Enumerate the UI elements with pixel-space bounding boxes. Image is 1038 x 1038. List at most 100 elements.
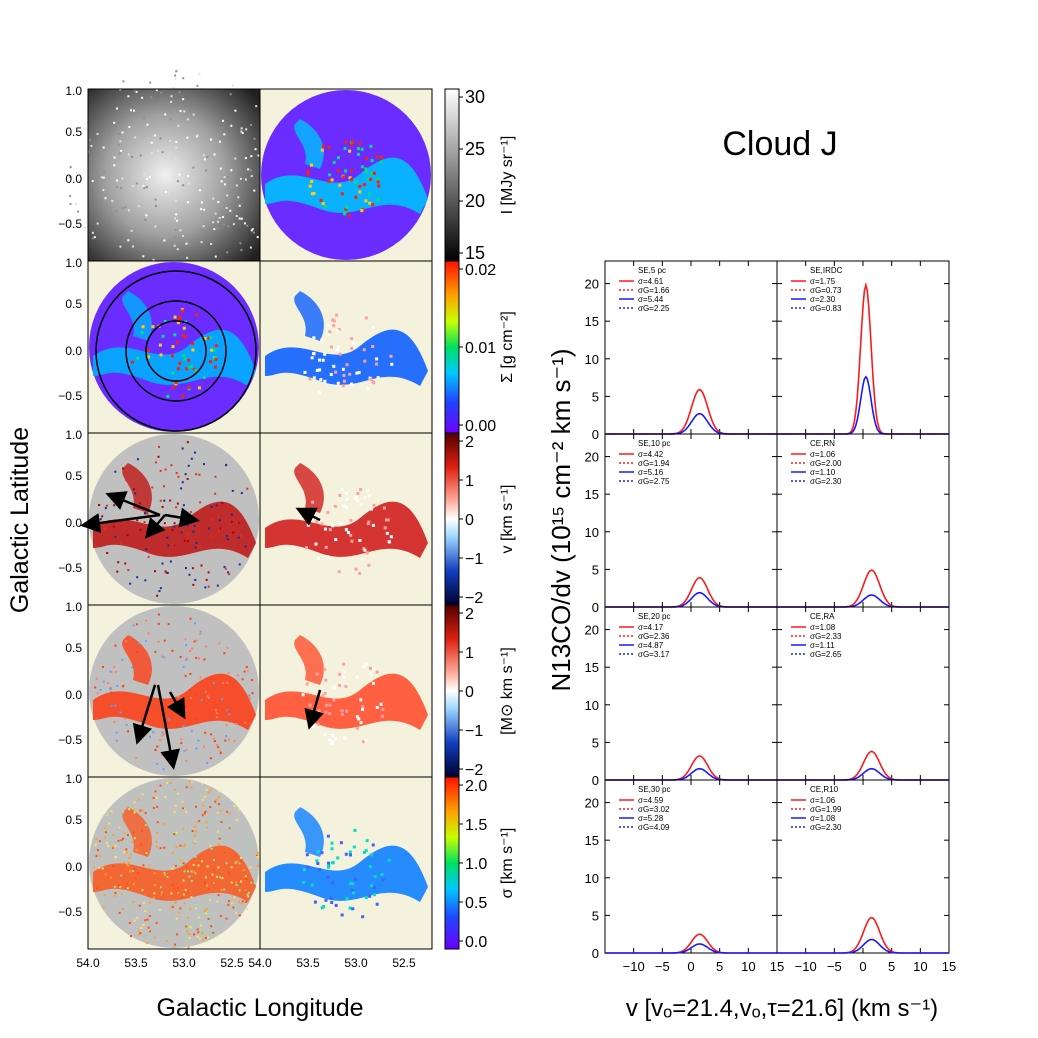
map-speck xyxy=(353,181,357,185)
map-speck xyxy=(338,683,342,687)
map-speck xyxy=(342,675,346,679)
map-speck xyxy=(150,96,153,99)
spectrum-xtick-label: −10 xyxy=(795,959,817,974)
map-speck xyxy=(205,907,208,910)
map-speck xyxy=(344,169,348,173)
map-ytick-label: 1.0 xyxy=(65,772,82,786)
map-speck xyxy=(192,921,195,924)
map-speck xyxy=(214,357,218,361)
map-speck xyxy=(247,718,250,721)
map-speck xyxy=(210,505,213,508)
map-speck xyxy=(368,894,372,898)
map-speck xyxy=(360,147,364,151)
map-speck xyxy=(195,473,198,476)
map-speck xyxy=(136,872,139,875)
map-speck xyxy=(168,782,171,785)
map-speck xyxy=(215,798,218,801)
map-speck xyxy=(151,152,154,155)
map-speck xyxy=(190,879,193,882)
map-xtick-label: 53.0 xyxy=(172,956,196,970)
map-speck xyxy=(69,166,72,169)
map-speck xyxy=(194,805,197,808)
map-speck xyxy=(237,521,240,524)
map-speck xyxy=(161,856,164,859)
map-speck xyxy=(225,724,228,727)
map-speck xyxy=(150,932,153,935)
map-speck xyxy=(362,665,366,669)
map-speck xyxy=(318,358,322,362)
map-speck xyxy=(191,567,194,570)
map-speck xyxy=(320,851,324,855)
map-speck xyxy=(354,877,358,881)
map-speck xyxy=(182,184,185,187)
map-speck xyxy=(178,315,182,319)
map-speck xyxy=(184,936,187,939)
map-filament xyxy=(294,291,324,341)
map-speck xyxy=(124,717,127,720)
map-speck xyxy=(114,844,117,847)
map-speck xyxy=(323,205,327,209)
map-speck xyxy=(171,867,174,870)
map-speck xyxy=(177,317,181,321)
map-speck xyxy=(332,319,336,323)
map-speck xyxy=(254,148,257,151)
map-speck xyxy=(179,229,182,232)
map-speck xyxy=(195,541,198,544)
spectrum-red-curve xyxy=(777,916,949,954)
map-speck xyxy=(227,903,230,906)
map-speck xyxy=(153,683,156,686)
map-speck xyxy=(189,364,193,368)
map-speck xyxy=(245,877,248,880)
map-speck xyxy=(244,721,247,724)
map-xtick-label: 54.0 xyxy=(76,956,100,970)
map-speck xyxy=(104,197,107,200)
map-speck xyxy=(90,144,93,147)
map-speck xyxy=(115,856,118,859)
map-speck xyxy=(373,875,377,879)
map-panel xyxy=(87,260,261,434)
map-speck xyxy=(174,77,177,80)
map-speck xyxy=(182,504,185,507)
legend-label: σG=2.30 xyxy=(810,823,842,832)
map-speck xyxy=(163,872,166,875)
map-speck xyxy=(319,378,323,382)
map-speck xyxy=(199,630,202,633)
map-speck xyxy=(241,900,244,903)
map-speck xyxy=(136,458,139,461)
map-speck xyxy=(188,832,191,835)
map-speck xyxy=(165,190,168,193)
map-speck xyxy=(176,341,180,345)
map-speck xyxy=(197,916,200,919)
legend-label: σG=1.66 xyxy=(638,286,670,295)
map-speck xyxy=(112,846,115,849)
map-speck xyxy=(239,534,242,537)
map-speck xyxy=(178,91,181,94)
map-speck xyxy=(182,333,186,337)
velocity-arrow xyxy=(156,684,181,770)
map-speck xyxy=(169,111,172,114)
map-speck xyxy=(244,178,247,181)
map-speck xyxy=(176,69,179,72)
map-speck xyxy=(204,586,207,589)
spectrum-frame xyxy=(604,779,778,954)
map-speck xyxy=(109,688,112,691)
map-speck xyxy=(154,570,157,573)
map-speck xyxy=(250,175,253,178)
map-speck xyxy=(326,555,330,559)
map-speck xyxy=(159,739,162,742)
map-ytick-label: 0.5 xyxy=(65,297,82,311)
map-speck xyxy=(246,669,249,672)
map-speck xyxy=(95,158,98,161)
map-speck xyxy=(174,199,177,202)
map-speck xyxy=(224,838,227,841)
map-speck xyxy=(217,834,220,837)
map-speck xyxy=(214,934,217,937)
map-speck xyxy=(231,489,234,492)
map-speck xyxy=(175,506,178,509)
map-speck xyxy=(203,208,206,211)
map-speck xyxy=(94,843,97,846)
map-speck xyxy=(192,166,195,169)
map-xtick-label: 53.0 xyxy=(344,956,368,970)
